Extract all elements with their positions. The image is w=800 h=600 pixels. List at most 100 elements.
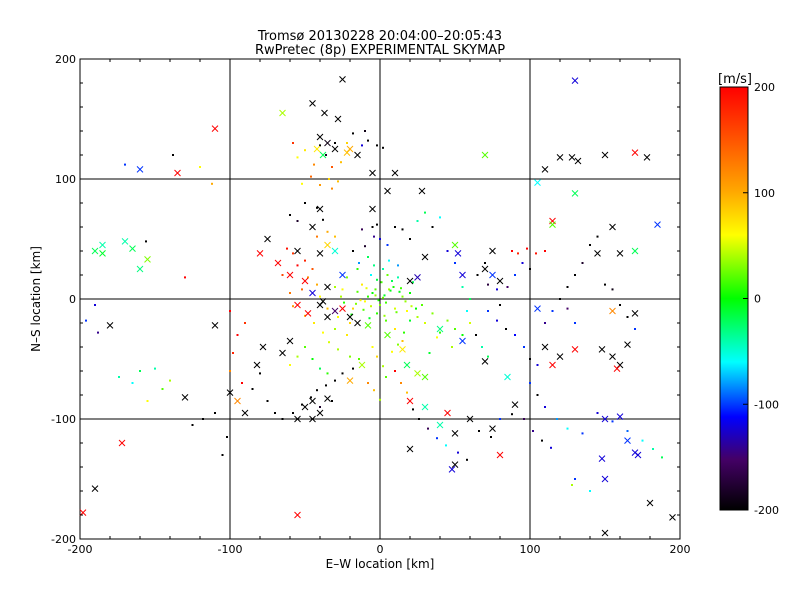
cross-stroke	[406, 397, 414, 405]
cross-stroke	[264, 235, 271, 243]
data-point-cross	[294, 247, 301, 255]
data-point-dot	[304, 346, 306, 348]
data-point-dot	[214, 412, 216, 414]
cross-stroke	[334, 115, 342, 123]
data-point-dot	[374, 294, 377, 297]
cross-stroke	[294, 247, 301, 255]
data-point-dot	[131, 382, 134, 384]
data-point-dot	[304, 149, 306, 152]
cross-stroke	[489, 247, 496, 255]
data-point-dot	[536, 394, 539, 396]
cross-stroke	[489, 271, 496, 279]
data-point-dot	[406, 310, 408, 312]
colorbar-tick-label: 100	[754, 187, 775, 200]
cross-stroke	[211, 322, 219, 329]
data-point-dot	[574, 274, 576, 276]
data-point-dot	[421, 304, 423, 306]
data-point-cross	[309, 223, 316, 231]
data-point-dot	[544, 250, 546, 252]
data-point-cross	[331, 307, 339, 315]
cross-stroke	[481, 358, 489, 365]
data-point-dot	[289, 214, 291, 216]
data-point-dot	[292, 412, 294, 414]
cross-stroke	[654, 221, 661, 228]
data-point-dot	[311, 268, 314, 270]
data-point-dot	[322, 218, 324, 221]
y-tick-label: -200	[51, 533, 76, 546]
data-point-cross	[324, 283, 331, 291]
cross-stroke	[181, 394, 189, 401]
data-point-dot	[541, 439, 543, 442]
data-point-dot	[358, 262, 360, 264]
colorbar-ticks: 200 100 0 -100 -200	[743, 81, 779, 517]
cross-stroke	[624, 437, 631, 444]
data-point-dot	[343, 301, 345, 304]
data-point-dot	[388, 288, 390, 291]
data-point-dot	[418, 418, 420, 420]
data-point-cross	[309, 100, 316, 107]
cross-stroke	[384, 187, 391, 195]
data-point-dot	[316, 389, 318, 392]
cross-stroke	[643, 154, 651, 161]
y-tick-label: 0	[69, 293, 76, 306]
cross-stroke	[601, 415, 609, 423]
cross-stroke	[99, 241, 106, 249]
data-point-cross	[309, 397, 316, 405]
data-point-dot	[626, 430, 629, 432]
cross-stroke	[301, 403, 309, 411]
data-point-dot	[596, 412, 599, 414]
cross-stroke	[571, 77, 579, 84]
data-point-cross	[399, 346, 406, 353]
data-point-dot	[346, 276, 348, 279]
data-point-dot	[388, 259, 390, 262]
data-point-cross	[609, 353, 616, 360]
y-tick-label: 200	[55, 53, 76, 66]
data-point-dot	[313, 163, 315, 166]
data-point-dot	[581, 432, 584, 435]
cross-stroke	[91, 485, 99, 492]
data-point-cross	[414, 274, 421, 281]
data-point-cross	[406, 277, 414, 285]
cross-stroke	[319, 151, 327, 159]
data-point-dot	[394, 307, 396, 310]
data-point-cross	[316, 250, 324, 257]
data-point-dot	[364, 300, 366, 303]
data-point-cross	[324, 313, 331, 321]
cross-stroke	[321, 109, 328, 117]
cross-stroke	[144, 256, 151, 263]
data-point-cross	[631, 149, 639, 156]
data-point-dot	[367, 382, 369, 384]
x-tick-label: 0	[377, 543, 384, 556]
data-point-dot	[296, 355, 299, 358]
data-point-dot	[362, 308, 365, 311]
data-point-dot	[410, 305, 413, 308]
data-point-dot	[526, 247, 528, 250]
data-point-cross	[481, 265, 489, 273]
data-point-dot	[296, 156, 299, 159]
cross-stroke	[286, 337, 294, 345]
data-point-cross	[136, 166, 144, 173]
data-point-dot	[431, 226, 434, 228]
cross-stroke	[631, 247, 639, 255]
cross-stroke	[286, 271, 294, 279]
data-point-dot	[319, 367, 321, 370]
data-point-dot	[364, 130, 366, 132]
chart-title: Tromsø 20130228 20:04:00–20:05:43	[257, 29, 502, 44]
cross-stroke	[211, 125, 219, 132]
data-point-cross	[496, 451, 504, 459]
data-point-cross	[358, 361, 366, 369]
data-point-cross	[643, 154, 651, 161]
data-point-cross	[598, 346, 606, 353]
data-point-dot	[145, 240, 147, 243]
data-point-dot	[397, 343, 399, 346]
data-point-dot	[490, 436, 492, 438]
data-point-cross	[613, 365, 621, 372]
data-point-dot	[334, 328, 336, 330]
cross-stroke	[339, 305, 346, 312]
data-point-dot	[352, 307, 354, 310]
cross-stroke	[631, 449, 639, 456]
data-point-dot	[376, 144, 378, 147]
plot-area: -200 -100 0 100 200 -200 -100 0 100 200	[51, 53, 690, 556]
data-point-dot	[496, 288, 498, 291]
data-point-dot	[385, 319, 387, 322]
